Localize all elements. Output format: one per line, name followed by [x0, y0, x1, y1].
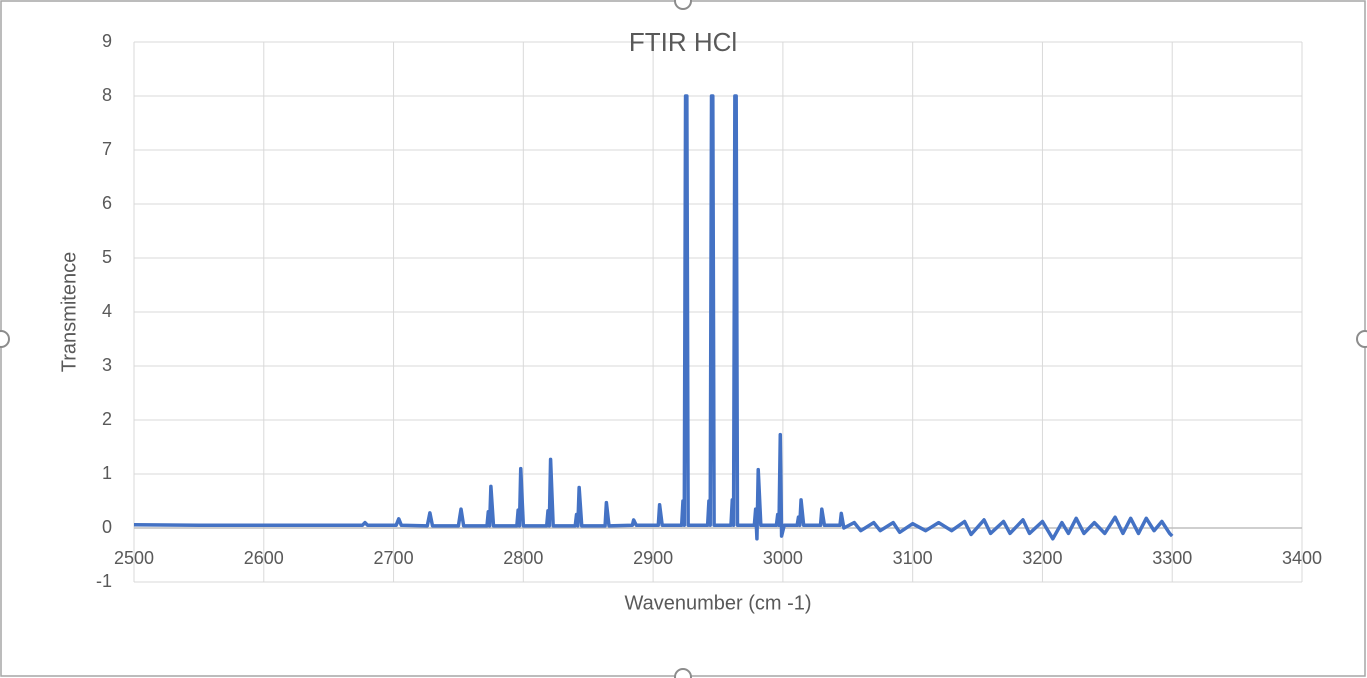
resize-handle[interactable] — [0, 330, 10, 348]
y-tick-label: 0 — [102, 517, 112, 537]
y-tick-label: 2 — [102, 409, 112, 429]
x-axis-title: Wavenumber (cm -1) — [624, 592, 811, 614]
y-tick-label: 9 — [102, 31, 112, 51]
x-tick-label: 3300 — [1152, 548, 1192, 568]
y-tick-label: 6 — [102, 193, 112, 213]
x-tick-label: 3100 — [893, 548, 933, 568]
y-tick-label: 8 — [102, 85, 112, 105]
y-tick-label: 3 — [102, 355, 112, 375]
resize-handle[interactable] — [674, 668, 692, 678]
y-axis-title: Transmitence — [58, 252, 80, 372]
x-tick-label: 3400 — [1282, 548, 1322, 568]
x-tick-label: 2600 — [244, 548, 284, 568]
x-tick-label: 2700 — [374, 548, 414, 568]
grid — [133, 41, 1303, 583]
x-tick-label: 2900 — [633, 548, 673, 568]
x-tick-label: 2500 — [114, 548, 154, 568]
y-tick-label: 5 — [102, 247, 112, 267]
chart-title: FTIR HCl — [629, 27, 737, 57]
x-tick-label: 2800 — [503, 548, 543, 568]
x-tick-label: 3000 — [763, 548, 803, 568]
y-tick-label: 1 — [102, 463, 112, 483]
resize-handle[interactable] — [1356, 330, 1367, 348]
y-tick-label: 7 — [102, 139, 112, 159]
x-tick-label: 3200 — [1022, 548, 1062, 568]
spectrum-line — [133, 94, 1174, 541]
y-tick-label: -1 — [96, 571, 112, 591]
y-tick-label: 4 — [102, 301, 112, 321]
resize-handle[interactable] — [674, 0, 692, 10]
